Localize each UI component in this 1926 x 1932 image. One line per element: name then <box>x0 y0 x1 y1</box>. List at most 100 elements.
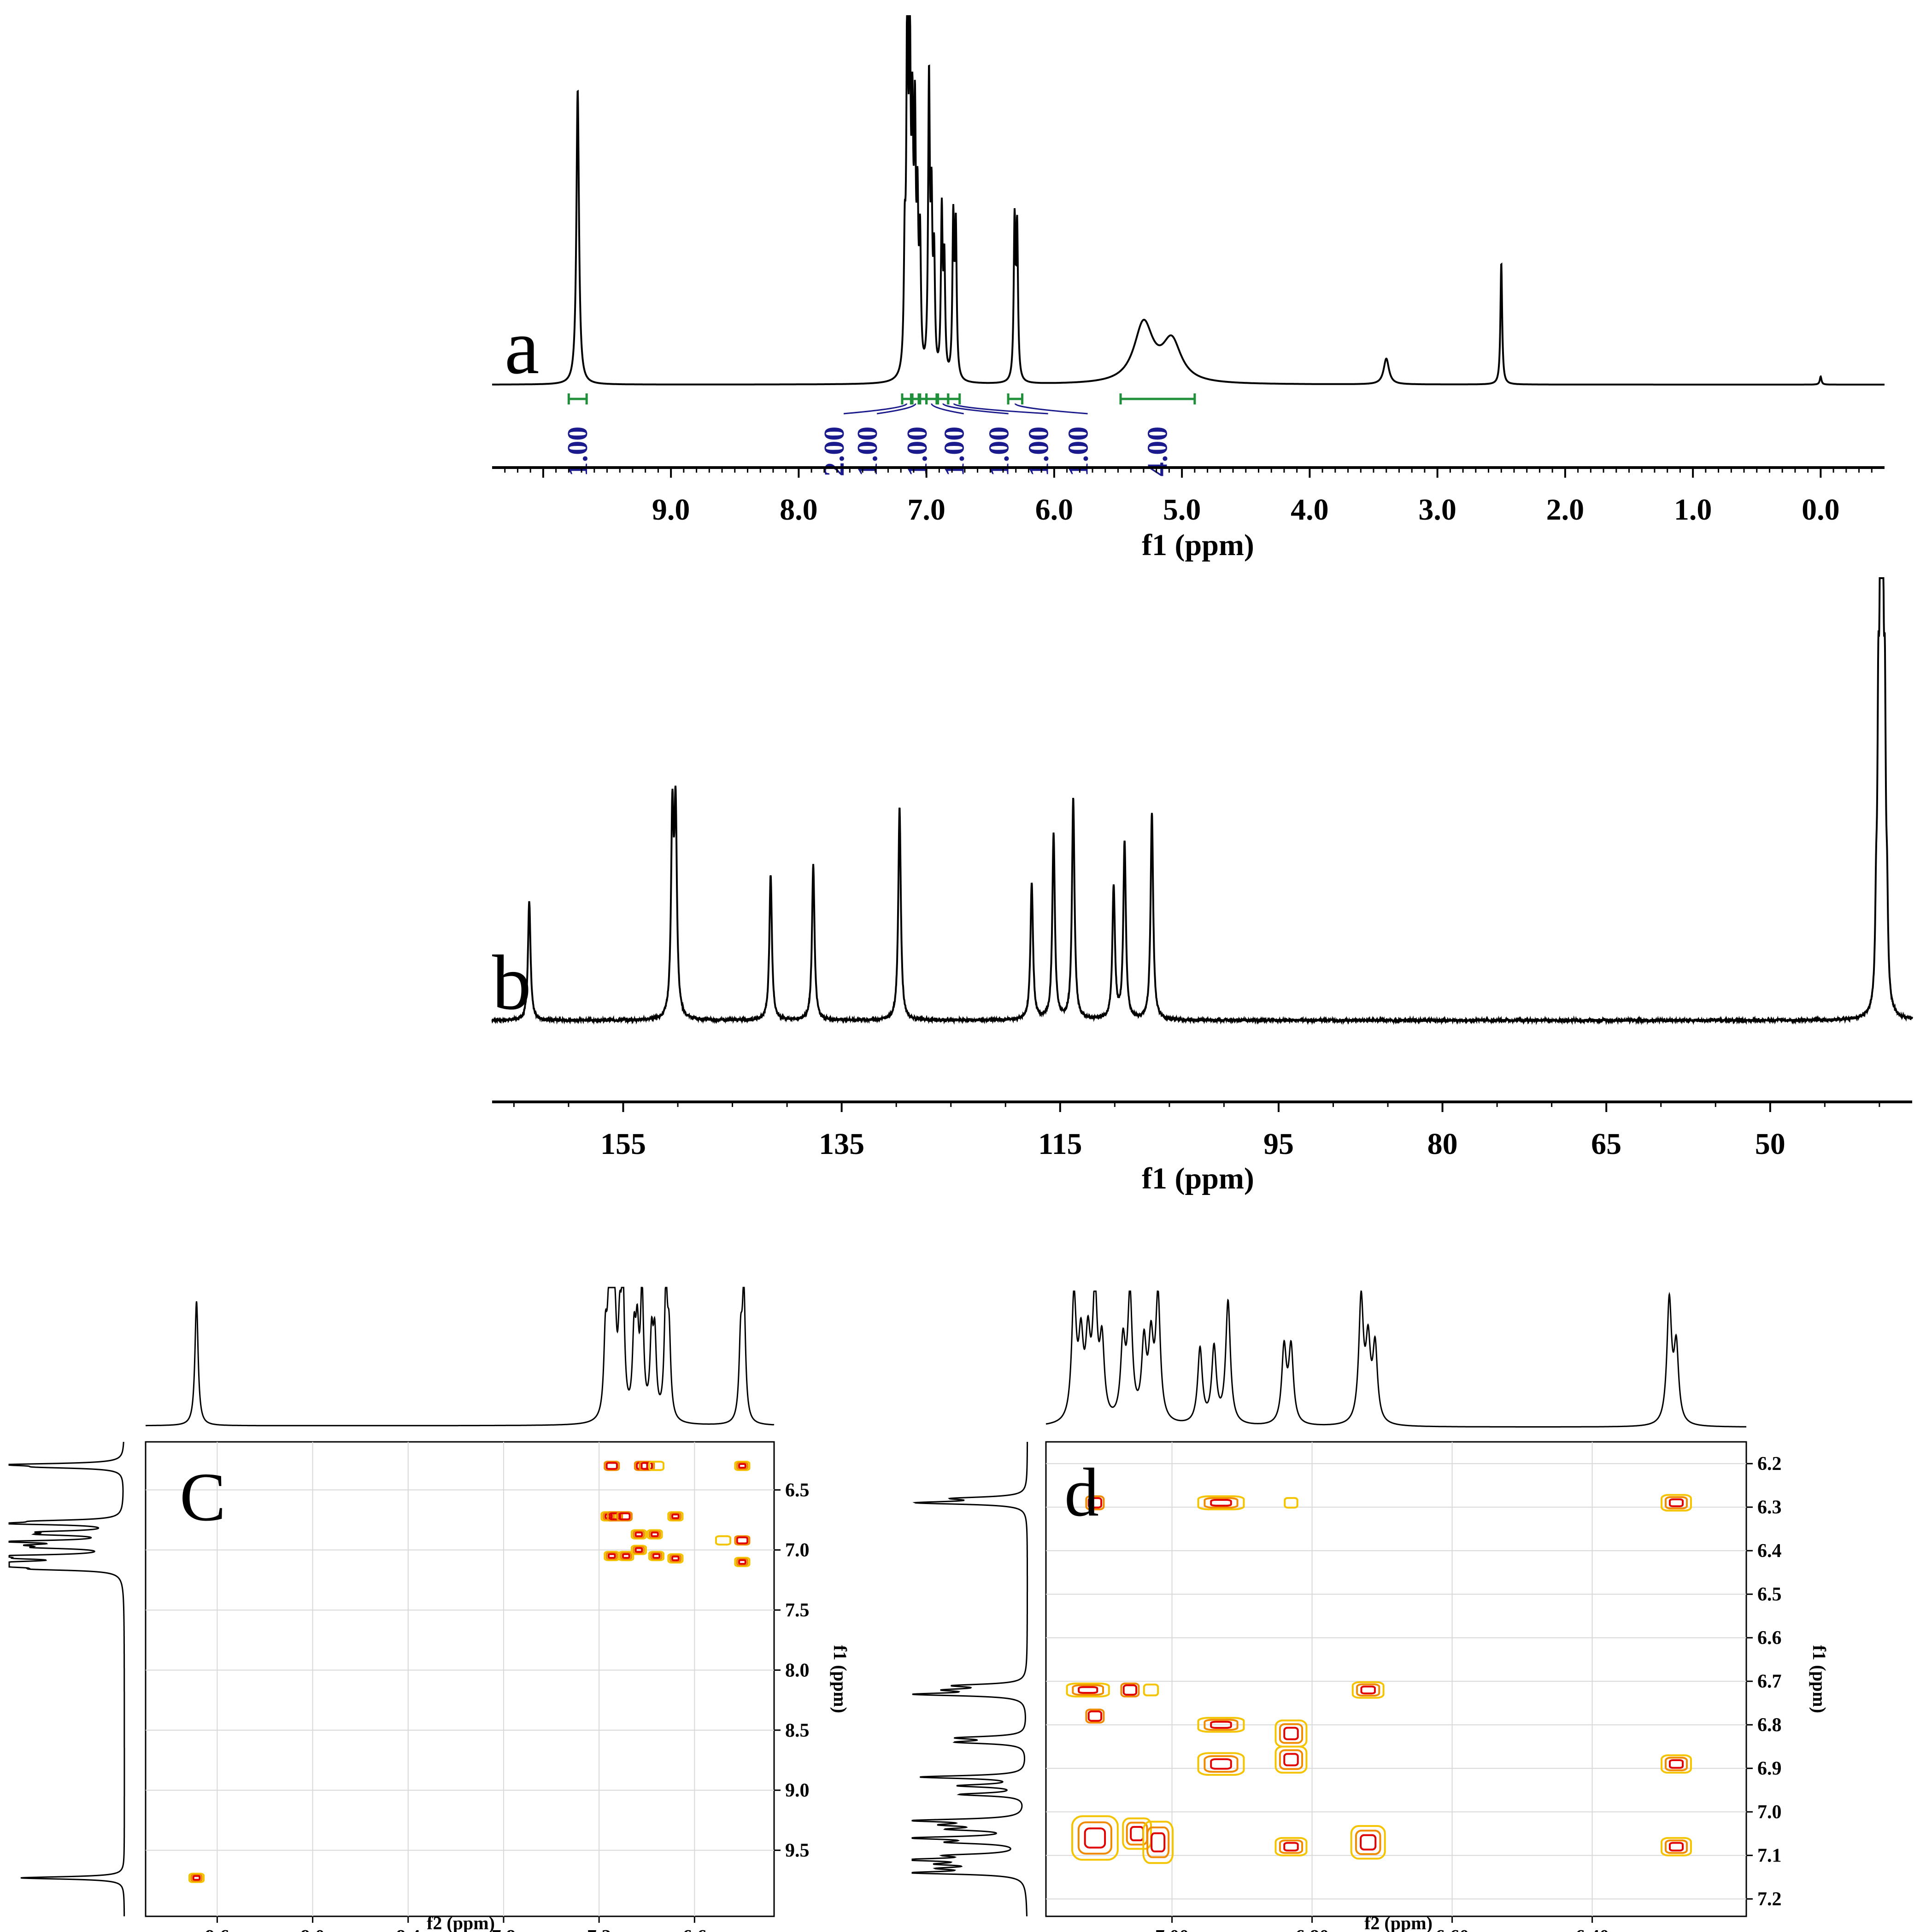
panel-c-cross-peak <box>715 1535 732 1546</box>
panel-c-top-projection <box>146 1287 775 1427</box>
panel-c-y-tick-label: 9.0 <box>785 1780 810 1801</box>
panel-a-x-axis-title: f1 (ppm) <box>1142 528 1254 562</box>
panel-d-cross-peak <box>1197 1717 1245 1733</box>
panel-c-cross-peak <box>604 1461 620 1471</box>
panel-a-x-tick-label: 1.0 <box>1674 493 1712 527</box>
panel-b-x-tick-label: 155 <box>600 1127 646 1161</box>
panel-d-cross-peak <box>1197 1752 1245 1776</box>
panel-d-cross-peak <box>1351 1681 1385 1699</box>
panel-d-label: d <box>1064 1454 1099 1531</box>
panel-d-x-tick-label: 6.40 <box>1575 1926 1609 1932</box>
panel-d-cross-peak <box>1661 1837 1692 1856</box>
panel-b-x-tick-label: 95 <box>1263 1127 1294 1161</box>
panel-b-spectrum-trace <box>491 577 1913 1025</box>
panel-b-x-tick-label: 50 <box>1755 1127 1785 1161</box>
panel-d-y-tick-label: 6.4 <box>1757 1540 1782 1562</box>
panel-d-y-tick-label: 7.1 <box>1757 1845 1782 1867</box>
panel-c-y-tick-label: 8.5 <box>785 1720 810 1741</box>
panel-d-cross-peak <box>1120 1682 1140 1698</box>
panel-d-cross-peak <box>1197 1495 1245 1510</box>
panel-b-x-tick-label: 80 <box>1427 1127 1458 1161</box>
panel-d-left-projection <box>911 1442 1028 1916</box>
panel-a-1h-spectrum: a 1.00 2.00 1.00 1.00 1.00 1.00 1.00 1.00 4.00 9… <box>492 15 1885 562</box>
panel-c-cross-peak <box>616 1511 633 1522</box>
panel-d-y-tick-label: 7.0 <box>1757 1802 1782 1823</box>
panel-d-cross-peak <box>1274 1837 1308 1856</box>
panel-a-x-tick-label: 7.0 <box>907 493 945 527</box>
panel-d-y-tick-label: 6.9 <box>1757 1758 1782 1780</box>
panel-c-x-tick-label: 7.8 <box>492 1926 516 1932</box>
panel-d-y-tick-label: 6.3 <box>1757 1497 1782 1518</box>
panel-a-x-tick-label: 3.0 <box>1418 493 1456 527</box>
panel-d-cross-peak <box>1274 1745 1308 1774</box>
panel-c-x-tick-label: 7.2 <box>587 1926 611 1932</box>
panel-b-x-axis-title: f1 (ppm) <box>1142 1162 1254 1195</box>
panel-d-cross-peak <box>1122 1817 1152 1850</box>
panel-d-cross-peak <box>1661 1494 1692 1512</box>
panel-d-y-tick-label: 6.7 <box>1757 1671 1782 1692</box>
panel-d-cross-peak <box>1066 1682 1110 1698</box>
panel-b-x-tick-label: 65 <box>1591 1127 1621 1161</box>
panel-d-cross-peak <box>1085 1495 1105 1510</box>
panel-b-13c-spectrum: b 155 135 115 95 80 65 50 f1 (ppm) <box>491 577 1913 1195</box>
panel-c-label: C <box>180 1459 226 1535</box>
panel-a-label: a <box>505 304 539 390</box>
panel-c-left-projection <box>8 1442 125 1916</box>
panel-a-x-tick-label: 5.0 <box>1163 493 1201 527</box>
panel-d-y-tick-label: 6.2 <box>1757 1453 1782 1475</box>
panel-d-cross-peak <box>1284 1497 1298 1509</box>
panel-c-y-tick-label: 7.0 <box>785 1540 810 1561</box>
panel-d-x-tick-label: 6.80 <box>1295 1926 1329 1932</box>
panel-c-cross-peak <box>188 1873 205 1883</box>
panel-b-x-tick-label: 115 <box>1038 1127 1082 1161</box>
panel-c-x-axis-title: f2 (ppm) <box>427 1913 495 1932</box>
panel-a-x-tick-label: 8.0 <box>780 493 818 527</box>
panel-c-x-tick-label: 9.6 <box>205 1926 229 1932</box>
panel-a-x-tick-label: 9.0 <box>652 493 690 527</box>
panel-c-y-axis-title: f1 (ppm) <box>830 1645 851 1713</box>
panel-c-cross-peak <box>630 1545 647 1555</box>
panel-d-cross-peak <box>1142 1821 1174 1864</box>
panel-c-cross-peak <box>618 1551 634 1561</box>
panel-c-x-tick-label: 6.6 <box>682 1926 707 1932</box>
panel-d-x-tick-label: 7.00 <box>1155 1926 1189 1932</box>
panel-b-x-tick-label: 135 <box>819 1127 864 1161</box>
panel-d-x-tick-label: 6.60 <box>1435 1926 1469 1932</box>
panel-c-cross-peak <box>648 1551 665 1561</box>
panel-c-cross-peak <box>667 1553 684 1564</box>
panel-b-label: b <box>492 939 531 1026</box>
panel-d-y-tick-label: 7.2 <box>1757 1889 1782 1910</box>
panel-c-x-tick-label: 9.0 <box>300 1926 325 1932</box>
panel-a-x-tick-label: 6.0 <box>1035 493 1074 527</box>
panel-c-y-tick-label: 8.0 <box>785 1660 810 1681</box>
panel-c-y-tick-label: 7.5 <box>785 1600 810 1621</box>
panel-d-cross-peak <box>1350 1825 1386 1860</box>
panel-a-x-tick-label: 2.0 <box>1546 493 1585 527</box>
panel-d-plot-frame <box>1045 1441 1747 1917</box>
panel-d-y-axis-title: f1 (ppm) <box>1809 1645 1830 1713</box>
panel-c-x-tick-label: 8.4 <box>396 1926 421 1932</box>
panel-a-x-tick-label: 4.0 <box>1291 493 1329 527</box>
panel-d-x-axis-title: f2 (ppm) <box>1364 1913 1433 1932</box>
panel-c-cross-peak <box>734 1535 751 1546</box>
panel-d-y-tick-label: 6.5 <box>1757 1584 1782 1605</box>
panel-d-cross-peak <box>1143 1683 1159 1697</box>
panel-c-cross-peak <box>734 1557 751 1567</box>
panel-d-y-tick-label: 6.8 <box>1757 1715 1782 1736</box>
panel-d-cross-peak <box>1661 1754 1692 1774</box>
panel-c-cross-peak <box>648 1461 665 1471</box>
panel-d-top-projection <box>1045 1290 1746 1428</box>
panel-a-x-tick-label: 0.0 <box>1802 493 1840 527</box>
panel-c-plot-frame <box>145 1441 775 1917</box>
panel-c-y-tick-label: 6.5 <box>785 1480 810 1501</box>
panel-c-y-tick-label: 9.5 <box>785 1840 810 1862</box>
panel-d-cross-peak <box>1071 1815 1119 1861</box>
panel-c-cross-peak <box>667 1511 684 1522</box>
panel-c-cosy: 9.6 9.0 8.4 7.8 7.2 6.6 6.5 7.0 7.5 8.0 8.5 9.0 9.5… <box>8 1287 851 1932</box>
panel-d-cosy-expanded: 7.00 6.80 6.60 6.40 6.2 6.3 6.4 6.5 6.6 6.7 6.8 6.… <box>911 1290 1830 1932</box>
panel-d-cross-peak <box>1085 1709 1105 1724</box>
panel-c-cross-peak <box>630 1529 647 1540</box>
panel-c-cross-peak <box>646 1529 663 1540</box>
panel-a-spectrum-trace <box>492 15 1885 386</box>
